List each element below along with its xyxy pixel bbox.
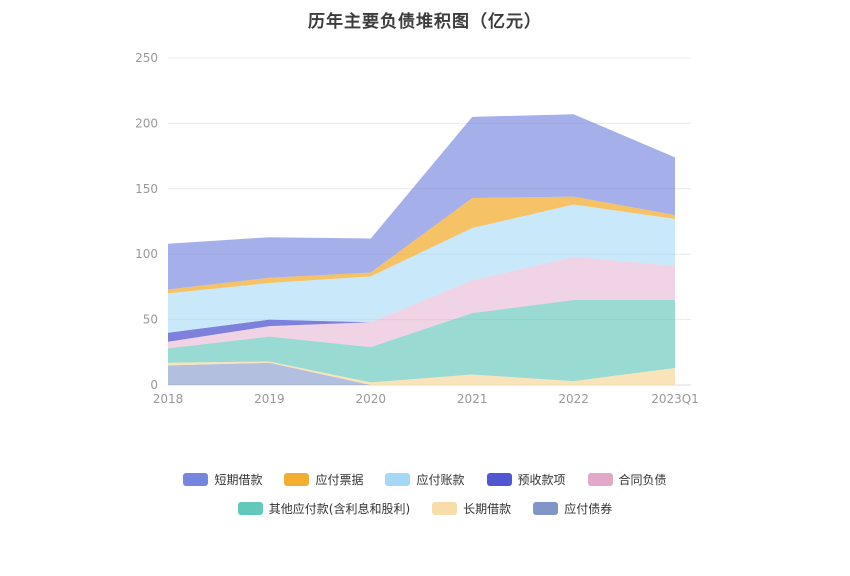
legend-swatch: [486, 473, 512, 486]
legend-swatch: [284, 473, 310, 486]
legend-swatch: [533, 502, 559, 515]
chart-legend: 短期借款 应付票据 应付账款 预收款项 合同负债其他应付款(含利息和股利) 长期借款 应付债…: [0, 471, 850, 517]
legend-item[interactable]: 应付票据: [284, 471, 363, 488]
y-axis-tick-label: 150: [135, 182, 158, 196]
legend-swatch: [432, 502, 458, 515]
x-axis-tick-label: 2020: [356, 392, 387, 406]
area-series: [168, 196, 675, 294]
area-series: [168, 114, 675, 290]
y-axis-tick-label: 100: [135, 247, 158, 261]
y-axis-tick-label: 250: [135, 51, 158, 65]
x-axis-tick-label: 2021: [457, 392, 488, 406]
area-series: [168, 300, 675, 383]
legend-item[interactable]: 其他应付款(含利息和股利): [237, 500, 411, 517]
legend-label: 其他应付款(含利息和股利): [268, 502, 411, 516]
legend-swatch: [183, 473, 209, 486]
y-axis-tick-label: 200: [135, 116, 158, 130]
x-axis-tick-label: 2023Q1: [651, 392, 699, 406]
legend-label: 短期借款: [214, 473, 263, 487]
legend-item[interactable]: 应付债券: [533, 500, 612, 517]
legend-swatch: [237, 502, 263, 515]
legend-label: 应付债券: [564, 502, 613, 516]
y-axis-tick-label: 50: [143, 313, 158, 327]
area-series: [168, 256, 675, 349]
area-series: [168, 361, 675, 385]
legend-label: 长期借款: [463, 502, 512, 516]
legend-label: 合同负债: [618, 473, 667, 487]
legend-label: 应付账款: [416, 473, 465, 487]
legend-item[interactable]: 短期借款: [183, 471, 262, 488]
legend-swatch: [587, 473, 613, 486]
area-series: [168, 362, 675, 385]
legend-item[interactable]: 预收款项: [486, 471, 566, 488]
x-axis-tick-label: 2022: [558, 392, 589, 406]
legend-row: 其他应付款(含利息和股利) 长期借款 应付债券: [237, 500, 612, 517]
stacked-area-chart: 0 50 100 150 200 250 2018 2019 2020 2021 2022 2023Q…: [135, 51, 699, 406]
legend-row: 短期借款 应付票据 应付账款 预收款项 合同负债: [183, 471, 667, 488]
area-series: [168, 256, 675, 342]
area-series: [168, 204, 675, 333]
legend-label: 应付票据: [315, 473, 364, 487]
chart-title: 历年主要负债堆积图（亿元）: [308, 12, 542, 32]
legend-item[interactable]: 长期借款: [432, 500, 511, 517]
legend-label: 预收款项: [517, 473, 566, 487]
legend-item[interactable]: 应付账款: [385, 471, 465, 488]
legend-swatch: [385, 473, 411, 486]
x-axis-tick-label: 2019: [254, 392, 285, 406]
y-axis-tick-label: 0: [150, 378, 158, 392]
x-axis-tick-label: 2018: [153, 392, 184, 406]
legend-item[interactable]: 合同负债: [587, 471, 667, 488]
